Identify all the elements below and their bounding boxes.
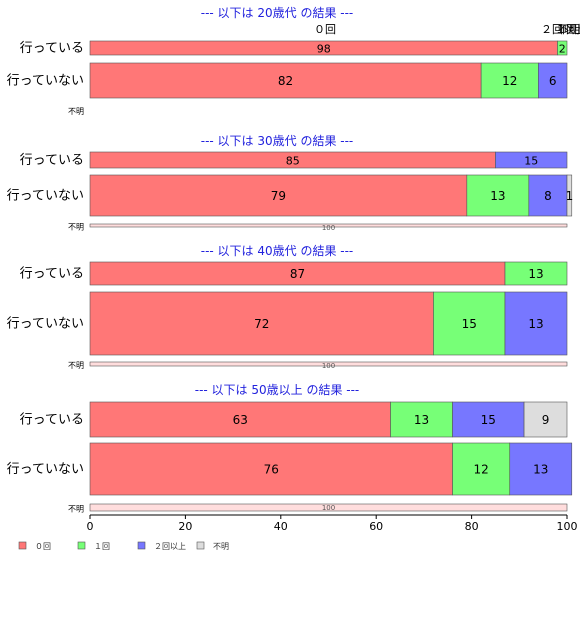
data-label: 12 — [473, 463, 488, 477]
x-tick-label: 20 — [178, 520, 192, 533]
bar-segment — [390, 401, 453, 438]
category-label: 行っている — [20, 153, 84, 168]
legend-label: １回 — [94, 542, 110, 551]
x-tick-label: 100 — [557, 520, 578, 533]
top-category-label: 不明 — [558, 23, 580, 36]
data-label: 15 — [462, 317, 477, 331]
bar-segment — [523, 401, 568, 438]
data-label: 2 — [559, 43, 566, 56]
panel-title: --- 以下は 40歳代 の結果 --- — [201, 244, 354, 258]
legend-label: ２回以上 — [154, 542, 186, 551]
legend-label: 不明 — [213, 542, 229, 551]
data-label: 12 — [502, 74, 517, 88]
data-label: 98 — [317, 43, 331, 56]
legend-swatch — [137, 541, 146, 550]
bar-segment — [509, 442, 573, 496]
bar-segment — [89, 503, 568, 512]
bar-segment — [452, 401, 525, 438]
bar-segment — [433, 291, 506, 356]
bar-segment — [452, 442, 511, 496]
data-label: 72 — [254, 317, 269, 331]
bar-segment — [495, 151, 568, 169]
data-label: 100 — [322, 224, 335, 232]
panel-title: --- 以下は 30歳代 の結果 --- — [201, 134, 354, 148]
data-label: 85 — [286, 155, 300, 168]
bar-segment — [480, 62, 539, 99]
data-label: 13 — [528, 267, 543, 281]
x-tick-label: 0 — [87, 520, 94, 533]
data-label: 76 — [264, 463, 279, 477]
data-label: 13 — [414, 413, 429, 427]
bar-segment — [566, 174, 573, 217]
category-label: 不明 — [68, 223, 84, 232]
data-label: 13 — [490, 189, 505, 203]
data-label: 8 — [544, 189, 552, 203]
bar-segment — [466, 174, 530, 217]
bar-segment — [538, 62, 568, 99]
bar-segment — [89, 291, 434, 356]
data-label: 9 — [542, 413, 550, 427]
bar-segment — [528, 174, 568, 217]
data-label: 63 — [233, 413, 248, 427]
data-label: 15 — [481, 413, 496, 427]
x-tick-label: 40 — [274, 520, 288, 533]
x-tick-label: 80 — [465, 520, 479, 533]
data-label: 100 — [322, 504, 335, 512]
category-label: 行っていない — [7, 462, 84, 477]
bar-segment — [89, 361, 568, 367]
data-label: 15 — [524, 155, 538, 168]
data-label: 6 — [549, 74, 557, 88]
bar-segment — [504, 261, 568, 286]
panel-title: --- 以下は 50歳以上 の結果 --- — [195, 383, 360, 397]
data-label: 87 — [290, 267, 305, 281]
bar-segment — [89, 442, 453, 496]
legend-label: ０回 — [35, 542, 51, 551]
panel-title: --- 以下は 20歳代 の結果 --- — [201, 6, 354, 20]
category-label: 行っている — [20, 41, 84, 56]
bar-segment — [557, 40, 568, 56]
category-label: 不明 — [68, 107, 84, 116]
top-category-label: ２回以上 — [541, 23, 580, 36]
bar-segment — [89, 62, 482, 99]
legend-swatch — [77, 541, 86, 550]
data-label: 82 — [278, 74, 293, 88]
category-label: 行っている — [20, 267, 84, 282]
data-label: 100 — [322, 362, 335, 370]
category-label: 行っていない — [7, 74, 84, 89]
category-label: 行っていない — [7, 189, 84, 204]
category-label: 不明 — [68, 505, 84, 514]
data-label: 13 — [533, 463, 548, 477]
bar-segment — [89, 223, 568, 228]
category-label: 不明 — [68, 361, 84, 370]
top-category-label: １回 — [555, 23, 577, 36]
category-label: 行っていない — [7, 317, 84, 332]
x-tick-label: 60 — [369, 520, 383, 533]
legend-swatch — [18, 541, 27, 550]
data-label: 79 — [271, 189, 286, 203]
category-label: 行っている — [20, 413, 84, 428]
bar-segment — [89, 401, 391, 438]
legend-swatch — [196, 541, 205, 550]
top-category-label: ０回 — [314, 23, 336, 36]
bar-segment — [504, 291, 568, 356]
data-label: 1 — [566, 189, 574, 203]
data-label: 13 — [528, 317, 543, 331]
